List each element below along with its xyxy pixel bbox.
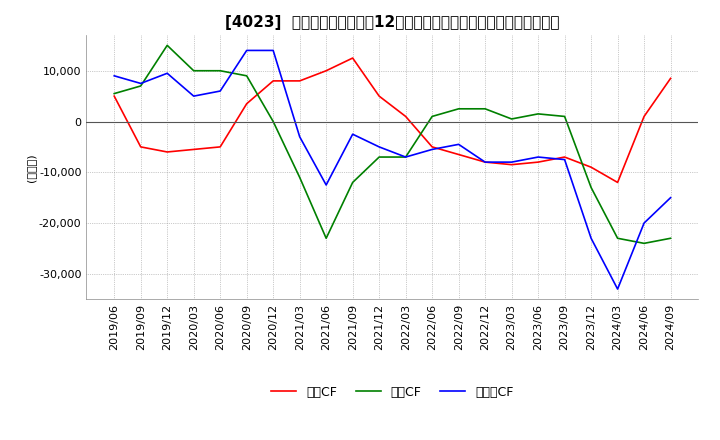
Line: 投資CF: 投資CF xyxy=(114,45,670,243)
フリーCF xyxy=(640,220,649,226)
営業CF xyxy=(216,144,225,150)
投資CF xyxy=(613,236,622,241)
フリーCF xyxy=(295,134,304,139)
営業CF xyxy=(269,78,277,84)
フリーCF xyxy=(401,154,410,160)
フリーCF xyxy=(243,48,251,53)
投資CF xyxy=(243,73,251,78)
投資CF xyxy=(269,119,277,124)
営業CF xyxy=(508,162,516,167)
Title: [4023]  キャッシュフローの12か月移動合計の対前年同期増減額の推移: [4023] キャッシュフローの12か月移動合計の対前年同期増減額の推移 xyxy=(225,15,559,30)
投資CF xyxy=(454,106,463,111)
フリーCF xyxy=(587,236,595,241)
営業CF xyxy=(640,114,649,119)
Y-axis label: (百万円): (百万円) xyxy=(26,153,36,182)
投資CF xyxy=(348,180,357,185)
投資CF xyxy=(110,91,119,96)
フリーCF xyxy=(348,132,357,137)
営業CF xyxy=(295,78,304,84)
営業CF xyxy=(666,76,675,81)
営業CF xyxy=(348,55,357,61)
フリーCF xyxy=(454,142,463,147)
投資CF xyxy=(508,116,516,121)
フリーCF xyxy=(613,286,622,292)
フリーCF xyxy=(534,154,542,160)
営業CF xyxy=(110,93,119,99)
投資CF xyxy=(163,43,171,48)
投資CF xyxy=(428,114,436,119)
フリーCF xyxy=(269,48,277,53)
フリーCF xyxy=(110,73,119,78)
フリーCF xyxy=(322,182,330,187)
フリーCF xyxy=(560,157,569,162)
フリーCF xyxy=(189,93,198,99)
営業CF xyxy=(243,101,251,106)
営業CF xyxy=(428,144,436,150)
営業CF xyxy=(375,93,384,99)
営業CF xyxy=(401,114,410,119)
営業CF xyxy=(189,147,198,152)
フリーCF xyxy=(508,159,516,165)
営業CF xyxy=(454,152,463,157)
営業CF xyxy=(534,159,542,165)
投資CF xyxy=(534,111,542,117)
営業CF xyxy=(560,154,569,160)
投資CF xyxy=(666,236,675,241)
投資CF xyxy=(587,185,595,190)
営業CF xyxy=(481,159,490,165)
Line: 営業CF: 営業CF xyxy=(114,58,670,183)
投資CF xyxy=(640,241,649,246)
営業CF xyxy=(136,144,145,150)
投資CF xyxy=(189,68,198,73)
営業CF xyxy=(613,180,622,185)
営業CF xyxy=(587,165,595,170)
投資CF xyxy=(481,106,490,111)
Legend: 営業CF, 投資CF, フリーCF: 営業CF, 投資CF, フリーCF xyxy=(266,381,518,404)
フリーCF xyxy=(216,88,225,94)
投資CF xyxy=(295,175,304,180)
Line: フリーCF: フリーCF xyxy=(114,51,670,289)
投資CF xyxy=(401,154,410,160)
フリーCF xyxy=(666,195,675,200)
投資CF xyxy=(322,236,330,241)
投資CF xyxy=(216,68,225,73)
フリーCF xyxy=(375,144,384,150)
営業CF xyxy=(322,68,330,73)
フリーCF xyxy=(163,71,171,76)
フリーCF xyxy=(428,147,436,152)
投資CF xyxy=(375,154,384,160)
営業CF xyxy=(163,149,171,154)
投資CF xyxy=(560,114,569,119)
投資CF xyxy=(136,83,145,88)
フリーCF xyxy=(481,159,490,165)
フリーCF xyxy=(136,81,145,86)
